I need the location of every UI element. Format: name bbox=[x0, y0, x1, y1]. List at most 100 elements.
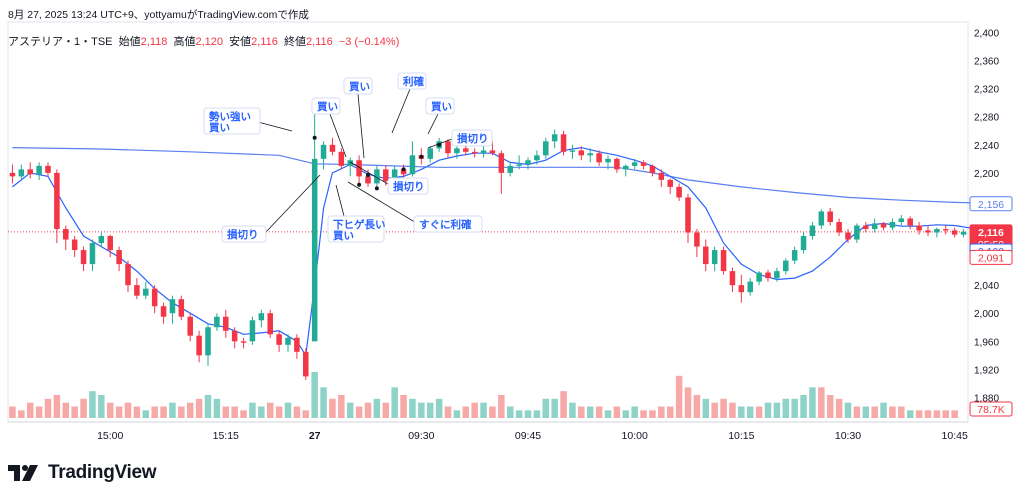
volume-bar bbox=[560, 391, 567, 418]
candle-body bbox=[320, 144, 327, 159]
close-value: 2,116 bbox=[305, 36, 333, 48]
candle-body bbox=[863, 225, 869, 230]
volume-bar bbox=[524, 410, 532, 418]
x-tick-label: 09:30 bbox=[408, 430, 434, 442]
candle-body bbox=[516, 164, 522, 166]
volume-bar bbox=[435, 398, 443, 418]
volume-bar bbox=[400, 395, 407, 418]
candle-body bbox=[747, 281, 753, 293]
volume-bar bbox=[729, 402, 736, 418]
volume-bar bbox=[551, 398, 558, 418]
high-label: 高値 bbox=[173, 36, 196, 48]
volume-bar bbox=[826, 395, 834, 418]
volume-bar bbox=[569, 402, 576, 418]
volume-bar bbox=[18, 410, 25, 418]
candle-body bbox=[614, 158, 620, 170]
candle-body bbox=[596, 153, 602, 163]
volume-label-box bbox=[969, 401, 1013, 417]
candle-body bbox=[960, 231, 967, 235]
volume-bar bbox=[329, 398, 336, 418]
tradingview-wordmark: TradingView bbox=[48, 462, 157, 483]
candle-body bbox=[729, 271, 736, 286]
volume-bar bbox=[515, 410, 523, 418]
callout-text: 利確 bbox=[403, 75, 424, 88]
volume-bar bbox=[818, 387, 825, 418]
candle-body bbox=[125, 264, 131, 286]
candle-body bbox=[480, 150, 487, 154]
callout-text: 損切り bbox=[457, 132, 489, 145]
volume-bar bbox=[302, 410, 310, 418]
volume-bar bbox=[578, 406, 585, 418]
chart-frame: 8月 27, 2025 13:24 UTC+9、yottyamuがTrading… bbox=[0, 0, 1024, 454]
callout-leader bbox=[427, 138, 453, 149]
callout-text: 買い bbox=[333, 230, 354, 242]
price-label-text: 2,091 bbox=[978, 252, 1004, 264]
price-label-text: 2,116 bbox=[978, 227, 1004, 239]
volume-bar bbox=[933, 410, 941, 418]
volume-bar bbox=[249, 402, 256, 418]
callout-box bbox=[451, 129, 493, 147]
volume-bar bbox=[684, 387, 692, 418]
trade-marker bbox=[401, 167, 406, 172]
candle-body bbox=[756, 272, 762, 282]
callout-text: 下ヒゲ長い bbox=[333, 218, 386, 231]
candle-body bbox=[63, 229, 69, 240]
candle-body bbox=[720, 250, 727, 272]
candle-body bbox=[889, 222, 896, 228]
annotation-callout: 損切り bbox=[427, 129, 493, 149]
candle-body bbox=[231, 330, 238, 342]
volume-bars bbox=[9, 372, 958, 418]
volume-bar bbox=[142, 410, 150, 418]
volume-bar bbox=[231, 406, 238, 418]
callout-box bbox=[203, 107, 261, 135]
volume-bar bbox=[186, 402, 194, 418]
volume-label-text: 78.7K bbox=[977, 404, 1004, 416]
callout-leader bbox=[265, 174, 321, 233]
candle-body bbox=[854, 225, 860, 240]
candle-body bbox=[45, 165, 51, 173]
volume-bar bbox=[844, 402, 852, 418]
volume-bar bbox=[915, 410, 923, 418]
volume-bar bbox=[391, 387, 398, 418]
trade-marker bbox=[366, 172, 370, 177]
volume-bar bbox=[320, 387, 327, 418]
candle-body bbox=[338, 151, 345, 166]
candle-body bbox=[569, 150, 576, 152]
candle-body bbox=[525, 160, 531, 165]
candle-body bbox=[471, 151, 478, 154]
candle-body bbox=[9, 172, 16, 177]
candle-body bbox=[391, 169, 398, 182]
volume-bar bbox=[222, 406, 230, 418]
y-tick-label: 1,920 bbox=[974, 365, 999, 376]
volume-bar bbox=[711, 402, 718, 418]
volume-bar bbox=[44, 398, 52, 418]
volume-bar bbox=[835, 398, 843, 418]
volume-bar bbox=[853, 406, 861, 418]
annotation-callout: 損切り bbox=[221, 174, 321, 243]
tradingview-branding[interactable]: TradingView bbox=[8, 461, 157, 485]
callout-leader bbox=[329, 113, 347, 158]
callout-text: 損切り bbox=[393, 180, 425, 193]
volume-bar bbox=[942, 410, 950, 418]
chart-caption: 8月 27, 2025 13:24 UTC+9、yottyamuがTrading… bbox=[8, 9, 309, 21]
candle-body bbox=[658, 172, 665, 180]
candle-body bbox=[187, 316, 193, 336]
symbol-name[interactable]: アステリア・1・TSE bbox=[8, 36, 113, 48]
y-tick-label: 2,200 bbox=[974, 169, 999, 180]
volume-bar bbox=[71, 406, 78, 418]
trade-marker bbox=[357, 182, 362, 187]
candle-body bbox=[694, 232, 700, 247]
candle-body bbox=[311, 158, 318, 342]
candle-body bbox=[534, 155, 540, 161]
candle-body bbox=[623, 165, 629, 170]
volume-bar bbox=[640, 410, 647, 418]
callout-box bbox=[327, 215, 385, 243]
trade-marker bbox=[312, 135, 317, 140]
candle-body bbox=[258, 313, 265, 321]
volume-bar bbox=[764, 402, 772, 418]
volume-bar bbox=[951, 410, 958, 418]
volume-bar bbox=[62, 402, 70, 418]
candle-body bbox=[267, 313, 273, 335]
